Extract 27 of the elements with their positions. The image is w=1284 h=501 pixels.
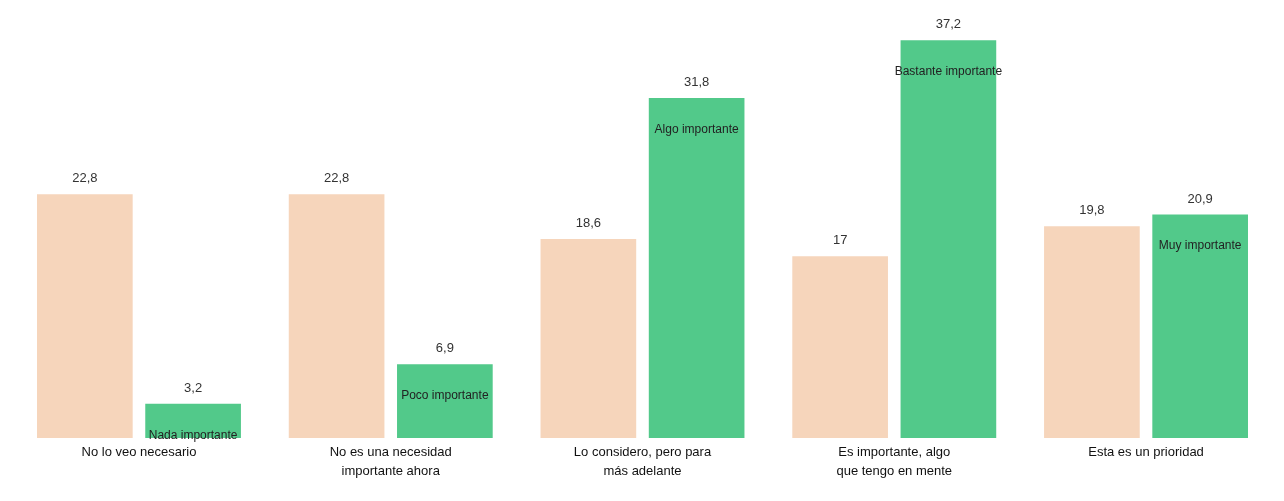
x-tick-label: No lo veo necesario bbox=[81, 443, 197, 459]
bar bbox=[1152, 214, 1248, 438]
bar bbox=[540, 239, 637, 438]
bar bbox=[288, 194, 385, 438]
annotation: Poco importante bbox=[401, 387, 489, 402]
bar bbox=[397, 364, 493, 438]
data-label: 22,8 bbox=[323, 170, 350, 186]
data-label: 3,2 bbox=[184, 379, 203, 395]
data-label: 6,9 bbox=[435, 340, 454, 356]
annotation: Muy importante bbox=[1158, 238, 1242, 253]
data-label: 17 bbox=[832, 232, 848, 248]
data-label: 20,9 bbox=[1187, 190, 1213, 206]
bar bbox=[648, 97, 745, 438]
data-label: 22,8 bbox=[72, 170, 98, 186]
bar bbox=[37, 194, 133, 438]
data-label: 18,6 bbox=[575, 215, 602, 231]
x-tick-label: Lo considero, pero para más adelante bbox=[573, 443, 712, 479]
x-tick-label: No es una necesidad importante ahora bbox=[329, 443, 452, 479]
bar bbox=[792, 256, 888, 438]
annotation: Algo importante bbox=[654, 121, 739, 136]
annotation: Nada importante bbox=[148, 427, 238, 442]
x-tick-label: Esta es un prioridad bbox=[1088, 443, 1204, 459]
data-label: 19,8 bbox=[1079, 202, 1105, 218]
bar bbox=[1044, 226, 1140, 438]
data-label: 37,2 bbox=[935, 16, 962, 32]
data-label: 31,8 bbox=[683, 74, 710, 90]
x-tick-label: Es importante, algo que tengo en mente bbox=[836, 443, 953, 479]
